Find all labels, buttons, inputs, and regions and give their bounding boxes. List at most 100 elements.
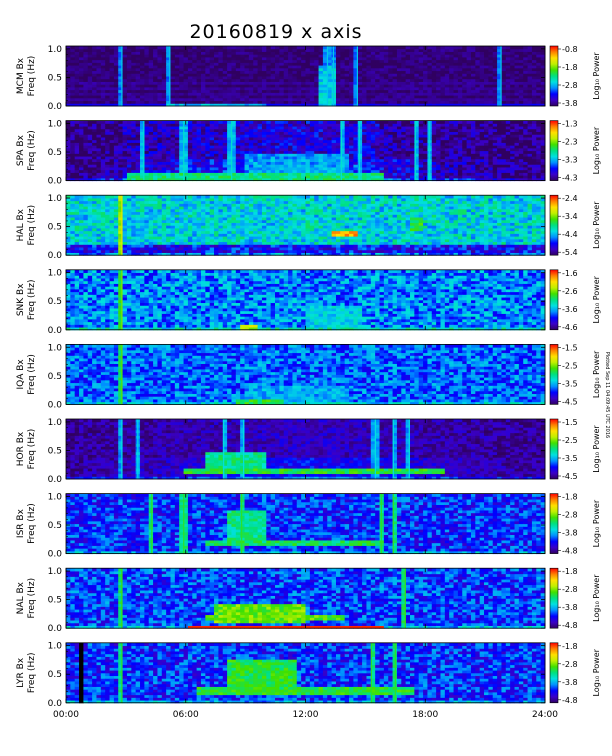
heatmap-cell <box>444 56 450 61</box>
heatmap-cell <box>340 100 346 104</box>
heatmap-cell <box>344 103 350 107</box>
heatmap-cell <box>505 89 511 93</box>
heatmap-cell <box>275 84 280 88</box>
heatmap-cell <box>475 51 481 55</box>
heatmap-cell <box>214 81 219 85</box>
heatmap-cell <box>475 97 481 102</box>
heatmap-cell <box>453 92 459 96</box>
heatmap-cell <box>205 120 211 124</box>
heatmap-cell <box>66 56 71 61</box>
heatmap-cell <box>453 84 459 88</box>
heatmap-cell <box>100 48 106 52</box>
heatmap-cell <box>296 78 302 82</box>
heatmap-cell <box>440 51 446 55</box>
heatmap-cell <box>370 73 376 77</box>
heatmap-cell <box>148 89 154 93</box>
heatmap-cell <box>87 51 93 55</box>
heatmap-cell <box>444 73 450 77</box>
heatmap-cell <box>196 103 202 107</box>
heatmap-cell <box>414 84 420 88</box>
colorbar-tick-label: -4.3 <box>562 174 578 183</box>
heatmap-cell <box>257 48 263 52</box>
heatmap-cell <box>70 48 76 52</box>
heatmap-cell <box>344 51 350 55</box>
heatmap-cell <box>392 86 398 91</box>
heatmap-cell <box>396 59 402 63</box>
heatmap-cell <box>144 78 150 82</box>
heatmap-cell <box>187 73 193 77</box>
heatmap-cell <box>470 48 476 52</box>
heatmap-cell <box>501 95 507 99</box>
heatmap-cell <box>135 78 141 82</box>
heatmap-cell <box>109 84 115 88</box>
heatmap-cell <box>436 92 441 96</box>
heatmap-cell <box>70 100 76 104</box>
heatmap-cell <box>135 86 141 91</box>
heatmap-cell <box>479 67 485 72</box>
heatmap-cell <box>462 59 468 63</box>
heatmap-cell <box>131 65 137 69</box>
heatmap-cell <box>314 81 320 85</box>
heatmap-cell <box>66 73 71 77</box>
heatmap-cell <box>105 70 111 74</box>
heatmap-cell <box>305 95 311 99</box>
heatmap-cell <box>283 84 289 88</box>
heatmap-cell <box>192 46 198 50</box>
heatmap-cell <box>344 81 350 85</box>
heatmap-cell <box>166 70 171 74</box>
heatmap-cell <box>83 70 89 74</box>
heatmap-cell <box>423 67 428 72</box>
heatmap-cell <box>309 92 315 96</box>
heatmap-cell <box>475 56 481 61</box>
heatmap-cell <box>366 84 372 88</box>
heatmap-cell <box>161 56 167 61</box>
heatmap-cell <box>200 103 206 107</box>
heatmap-cell <box>396 97 402 102</box>
heatmap-cell <box>444 76 450 80</box>
heatmap-cell <box>349 95 354 99</box>
heatmap-cell <box>244 67 250 72</box>
heatmap-cell <box>322 89 328 93</box>
heatmap-cell <box>527 120 533 124</box>
y-tick-label: 0.0 <box>48 102 63 112</box>
heatmap-cell <box>362 65 367 69</box>
heatmap-cell <box>414 103 420 107</box>
heatmap-cell <box>166 103 171 107</box>
heatmap-cell <box>257 62 263 66</box>
heatmap-cell <box>257 70 263 74</box>
heatmap-cell <box>353 95 359 99</box>
heatmap-cell <box>148 56 154 61</box>
heatmap-cell <box>144 70 150 74</box>
heatmap-cell <box>135 54 141 58</box>
heatmap-cell <box>135 103 141 107</box>
heatmap-cell <box>279 78 285 82</box>
heatmap-cell <box>383 120 389 124</box>
heatmap-cell <box>170 84 176 88</box>
heatmap-cell <box>292 78 298 82</box>
heatmap-cell <box>418 100 424 104</box>
heatmap-cell <box>370 84 376 88</box>
heatmap-cell <box>227 67 232 72</box>
heatmap-cell <box>196 62 202 66</box>
heatmap-cell <box>279 51 285 55</box>
heatmap-cell <box>135 48 141 52</box>
heatmap-cell <box>157 100 163 104</box>
heatmap-cell <box>261 59 267 63</box>
heatmap-cell <box>357 46 363 50</box>
heatmap-cell <box>401 76 407 80</box>
heatmap-cell <box>314 51 320 55</box>
heatmap-cell <box>166 67 171 72</box>
heatmap-cell <box>209 103 215 107</box>
heatmap-cell <box>270 54 276 58</box>
heatmap-cell <box>466 92 472 96</box>
heatmap-cell <box>353 46 359 50</box>
heatmap-cell <box>179 92 185 96</box>
heatmap-cell <box>492 120 498 124</box>
heatmap-cell <box>196 56 202 61</box>
heatmap-cell <box>87 120 93 124</box>
heatmap-cell <box>488 89 494 93</box>
heatmap-cell <box>105 103 111 107</box>
heatmap-cell <box>153 70 158 74</box>
heatmap-cell <box>148 92 154 96</box>
heatmap-cell <box>322 120 328 124</box>
